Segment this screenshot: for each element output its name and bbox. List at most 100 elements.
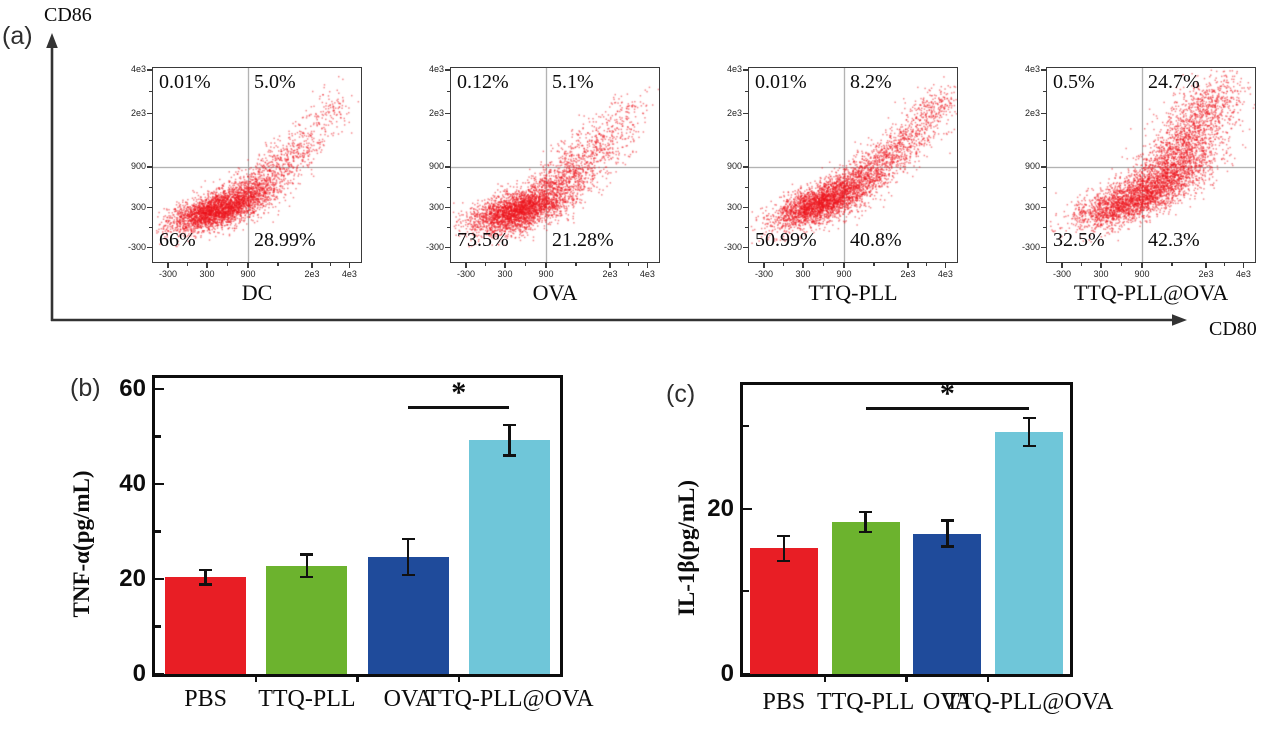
flow-xtick — [1141, 263, 1143, 268]
flow-ytick-minor — [745, 186, 748, 188]
y-minor-tick — [155, 435, 161, 438]
quadrant-label-lower-right: 21.28% — [551, 229, 614, 251]
flow-xtick-minor — [1121, 263, 1123, 266]
error-bar-stem — [305, 554, 309, 578]
flow-dot-cloud — [152, 67, 362, 263]
y-tick-label: 20 — [707, 494, 734, 522]
y-axis-title-b: TNF-α(pg/mL) — [69, 470, 94, 618]
bar-chart-frame-c — [740, 382, 1073, 677]
flow-ytick-label: 300 — [726, 202, 742, 213]
flow-dot-cloud — [450, 67, 660, 263]
flow-ytick — [445, 207, 450, 209]
flow-xtick — [167, 263, 169, 268]
panel-b-letter: (b) — [70, 374, 101, 402]
flow-xtick-minor — [1171, 263, 1173, 266]
flow-ytick-minor — [1043, 227, 1046, 229]
bar-OVA — [913, 533, 982, 674]
flow-xtick — [763, 263, 765, 268]
flow-ytick-label: 900 — [726, 161, 742, 172]
flow-xtick — [944, 263, 946, 268]
flow-xtick — [247, 263, 249, 268]
flow-ytick — [743, 69, 748, 71]
flow-ytick-minor — [149, 227, 152, 229]
quadrant-label-lower-right: 28.99% — [253, 229, 316, 251]
flow-plot-frame — [748, 67, 958, 263]
error-bar-stem — [508, 425, 511, 456]
error-bar-cap-bottom — [1022, 444, 1036, 448]
quadrant-label-upper-left: 0.12% — [457, 71, 509, 93]
flow-xtick — [465, 263, 467, 268]
flow-ytick-minor — [1043, 139, 1046, 141]
y-axis-title-c: IL-1β(pg/mL) — [674, 479, 699, 617]
category-label-PBS: PBS — [184, 686, 227, 712]
flow-xtick — [206, 263, 208, 268]
cd86-axis-label: CD86 — [44, 4, 92, 26]
flow-ytick — [743, 247, 748, 249]
flow-xtick-label: 300 — [199, 269, 215, 279]
flow-xtick-label: 4e3 — [639, 269, 655, 279]
flow-plot-OVA: -300 300 900 2e3 4e3 -300 300 900 2e3 4e3 0.12% 5.1… — [426, 64, 660, 305]
flow-xtick — [907, 263, 909, 268]
bar-TTQ-PLL@OVA — [995, 431, 1064, 674]
significance-line — [865, 407, 1030, 411]
bar-TTQ-PLL — [266, 565, 348, 674]
significance-star: * — [451, 376, 467, 410]
panel-a-letter: (a) — [2, 22, 33, 50]
flow-ytick-label: 4e3 — [726, 64, 742, 75]
y-major-tick — [155, 577, 164, 581]
error-bar-stem — [406, 539, 410, 576]
y-major-tick — [155, 387, 164, 391]
x-boundary-tick — [987, 677, 990, 682]
flow-ytick-label: -300 — [425, 242, 444, 253]
y-major-tick — [155, 482, 164, 486]
flow-xtick-label: 2e3 — [900, 269, 916, 279]
flow-ytick — [1041, 247, 1046, 249]
quadrant-label-lower-right: 42.3% — [1147, 229, 1200, 251]
flow-ytick-label: -300 — [1021, 242, 1040, 253]
category-label-PBS: PBS — [762, 689, 806, 715]
quadrant-label-upper-left: 0.01% — [755, 71, 807, 93]
flow-ytick-minor — [447, 227, 450, 229]
flow-plot-title: OVA — [532, 280, 578, 305]
flow-ytick — [743, 207, 748, 209]
flow-xtick-minor — [823, 263, 825, 266]
error-bar-cap-top — [401, 537, 415, 541]
flow-xtick-label: 900 — [1134, 269, 1150, 279]
x-boundary-tick — [823, 677, 826, 682]
flow-ytick-label: 2e3 — [130, 107, 146, 118]
y-axis-arrowhead-icon — [46, 33, 58, 48]
error-bar-cap-bottom — [859, 530, 873, 534]
flow-ytick-label: 900 — [130, 161, 146, 172]
flow-xtick-label: 4e3 — [937, 269, 953, 279]
panel-a-axes-arrows — [46, 33, 1187, 326]
cd80-axis-label: CD80 — [1209, 318, 1257, 340]
error-bar-stem — [1027, 417, 1031, 447]
flow-xtick-label: 900 — [538, 269, 554, 279]
flow-ytick-minor — [745, 227, 748, 229]
bar-TTQ-PLL — [831, 522, 900, 674]
flow-ytick — [147, 69, 152, 71]
flow-ytick — [147, 247, 152, 249]
flow-ytick-minor — [745, 139, 748, 141]
flow-ytick-minor — [1043, 91, 1046, 93]
flow-xtick-label: 300 — [795, 269, 811, 279]
flow-xtick — [348, 263, 350, 268]
flow-ytick-minor — [447, 139, 450, 141]
significance-line — [408, 406, 510, 410]
flow-xtick-minor — [329, 263, 332, 266]
flow-ytick-label: 300 — [130, 202, 146, 213]
flow-plot-title: TTQ-PLL@OVA — [1073, 280, 1229, 305]
quadrant-label-lower-left: 73.5% — [457, 229, 509, 251]
flow-plot-title: DC — [241, 280, 273, 305]
flow-xtick-minor — [575, 263, 577, 266]
y-tick-label: 60 — [119, 375, 146, 402]
flow-xtick-minor — [1223, 263, 1226, 266]
flow-ytick-minor — [745, 91, 748, 93]
flow-ytick — [147, 166, 152, 168]
flow-plot-frame — [152, 67, 362, 263]
category-label-OVA: OVA — [383, 686, 433, 712]
error-bar-stem — [864, 512, 867, 532]
flow-ytick-label: 900 — [428, 161, 444, 172]
flow-ytick-minor — [149, 186, 152, 188]
quadrant-label-upper-left: 0.01% — [159, 71, 211, 93]
